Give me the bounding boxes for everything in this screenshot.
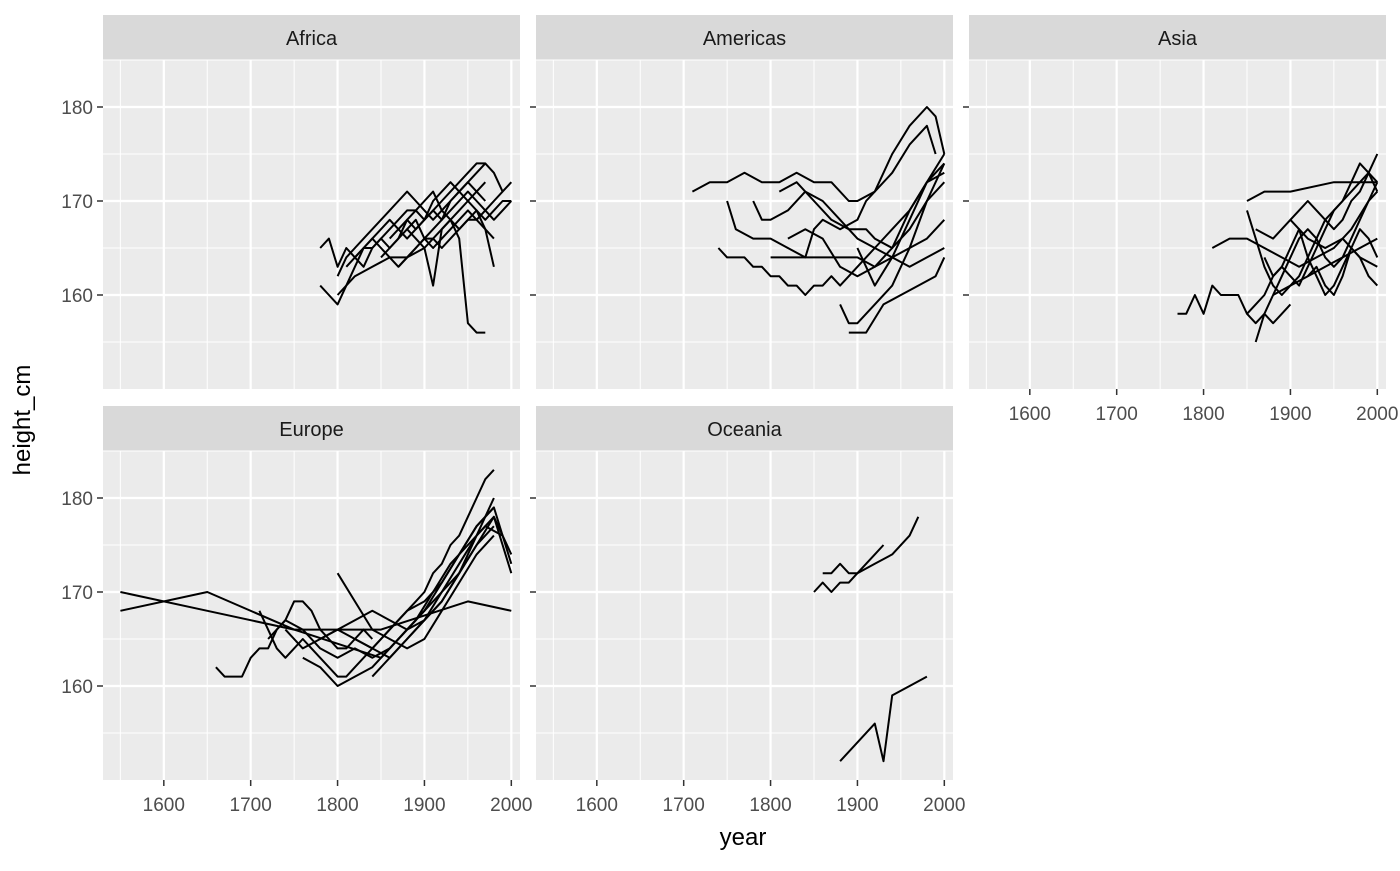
facet-panel-asia: Asia 1600 1700 1800 1900 2000 [963, 15, 1398, 425]
series-line-3 [726, 200, 946, 268]
series-line-10 [354, 506, 495, 650]
series-line-8 [388, 181, 512, 240]
series-line-2 [717, 162, 946, 296]
series-line-10 [406, 209, 495, 249]
series-line-11 [371, 497, 495, 678]
axes: 1600 1700 1800 1900 2000 [963, 106, 1398, 425]
x-tick-label: 1700 [1096, 404, 1138, 425]
x-tick-label: 2000 [923, 795, 965, 816]
series-line-8 [1263, 228, 1379, 296]
y-tick-label: 180 [61, 98, 93, 119]
x-axis-title: year [720, 824, 767, 851]
facet-strip-label: Africa [286, 28, 338, 50]
facet-strip-label: Asia [1158, 28, 1198, 50]
facet-strip [103, 15, 520, 60]
series-lines [691, 106, 946, 334]
series-line-1 [691, 124, 937, 202]
series-line-3 [1246, 181, 1378, 202]
facet-strip-label: Oceania [707, 419, 782, 441]
y-axis-title: height_cm [9, 365, 36, 476]
y-tick-label: 160 [61, 677, 93, 698]
x-tick-label: 1600 [576, 795, 618, 816]
series-line-9 [848, 256, 946, 334]
series-line-8 [319, 515, 513, 640]
plot-background [536, 451, 953, 780]
y-tick-label: 170 [61, 192, 93, 213]
facet-strip-label: Europe [279, 419, 344, 441]
series-lines [120, 469, 513, 687]
facet-strip [536, 406, 953, 451]
series-lines [813, 516, 928, 763]
plot-background [969, 60, 1386, 389]
gridlines [969, 59, 1386, 389]
series-line-7 [787, 181, 946, 278]
axes: 1600 1700 1800 1900 2000 [530, 497, 965, 816]
facet-strip [969, 15, 1386, 60]
facet-panel-oceania: Oceania 1600 1700 1800 1900 2000 [530, 406, 965, 816]
series-line-5 [1246, 162, 1379, 315]
series-lines [1177, 153, 1379, 343]
x-tick-label: 1800 [1182, 404, 1224, 425]
series-line-1 [813, 544, 885, 593]
x-tick-label: 1900 [836, 795, 878, 816]
series-line-3 [215, 600, 374, 678]
series-line-2 [1211, 181, 1379, 268]
facet-strip-label: Americas [703, 28, 786, 50]
x-tick-label: 1700 [230, 795, 272, 816]
plot-background [103, 60, 520, 389]
gridlines [536, 59, 953, 389]
facet-panel-africa: Africa 160 170 180 [61, 15, 520, 389]
series-line-4 [1246, 171, 1379, 296]
x-tick-label: 1800 [749, 795, 791, 816]
series-line-12 [380, 525, 504, 659]
gridlines [103, 59, 520, 389]
series-line-9 [336, 534, 495, 650]
series-line-6 [778, 153, 946, 249]
y-tick-label: 160 [61, 286, 93, 307]
series-line-2 [822, 516, 920, 575]
facet-strip [103, 406, 520, 451]
series-line-5 [354, 190, 495, 268]
series-line-10 [856, 171, 945, 287]
series-line-6 [336, 181, 513, 296]
series-line-9 [397, 190, 513, 268]
y-tick-label: 170 [61, 583, 93, 604]
series-lines [319, 162, 513, 334]
facet-panel-americas: Americas [530, 15, 953, 389]
y-tick-label: 180 [61, 489, 93, 510]
x-tick-label: 1600 [1009, 404, 1051, 425]
series-line-8 [839, 162, 946, 325]
gridlines [103, 450, 520, 780]
axes: 160 170 180 1600 1700 1800 1900 2000 [61, 489, 532, 816]
series-line-10 [1289, 153, 1379, 231]
series-line-11 [1307, 228, 1379, 296]
series-line-4 [752, 190, 945, 268]
series-line-6 [1254, 190, 1379, 343]
x-tick-label: 1700 [663, 795, 705, 816]
facet-panel-europe: Europe 160 170 180 1600 1700 1800 1900 2000 [61, 406, 532, 816]
plot-background [103, 451, 520, 780]
plot-background [536, 60, 953, 389]
series-line-1 [1177, 284, 1292, 325]
x-tick-label: 1900 [403, 795, 445, 816]
series-line-3 [839, 675, 928, 763]
series-line-4 [345, 218, 486, 334]
facet-strip [536, 15, 953, 60]
series-line-1 [319, 162, 486, 268]
series-line-5 [770, 106, 946, 259]
x-tick-label: 2000 [1356, 404, 1398, 425]
gridlines [536, 450, 953, 780]
x-tick-label: 2000 [490, 795, 532, 816]
series-line-9 [1272, 237, 1378, 296]
axes [530, 106, 536, 296]
x-tick-label: 1800 [316, 795, 358, 816]
axes: 160 170 180 [61, 98, 103, 307]
x-tick-label: 1600 [143, 795, 185, 816]
x-tick-label: 1900 [1269, 404, 1311, 425]
